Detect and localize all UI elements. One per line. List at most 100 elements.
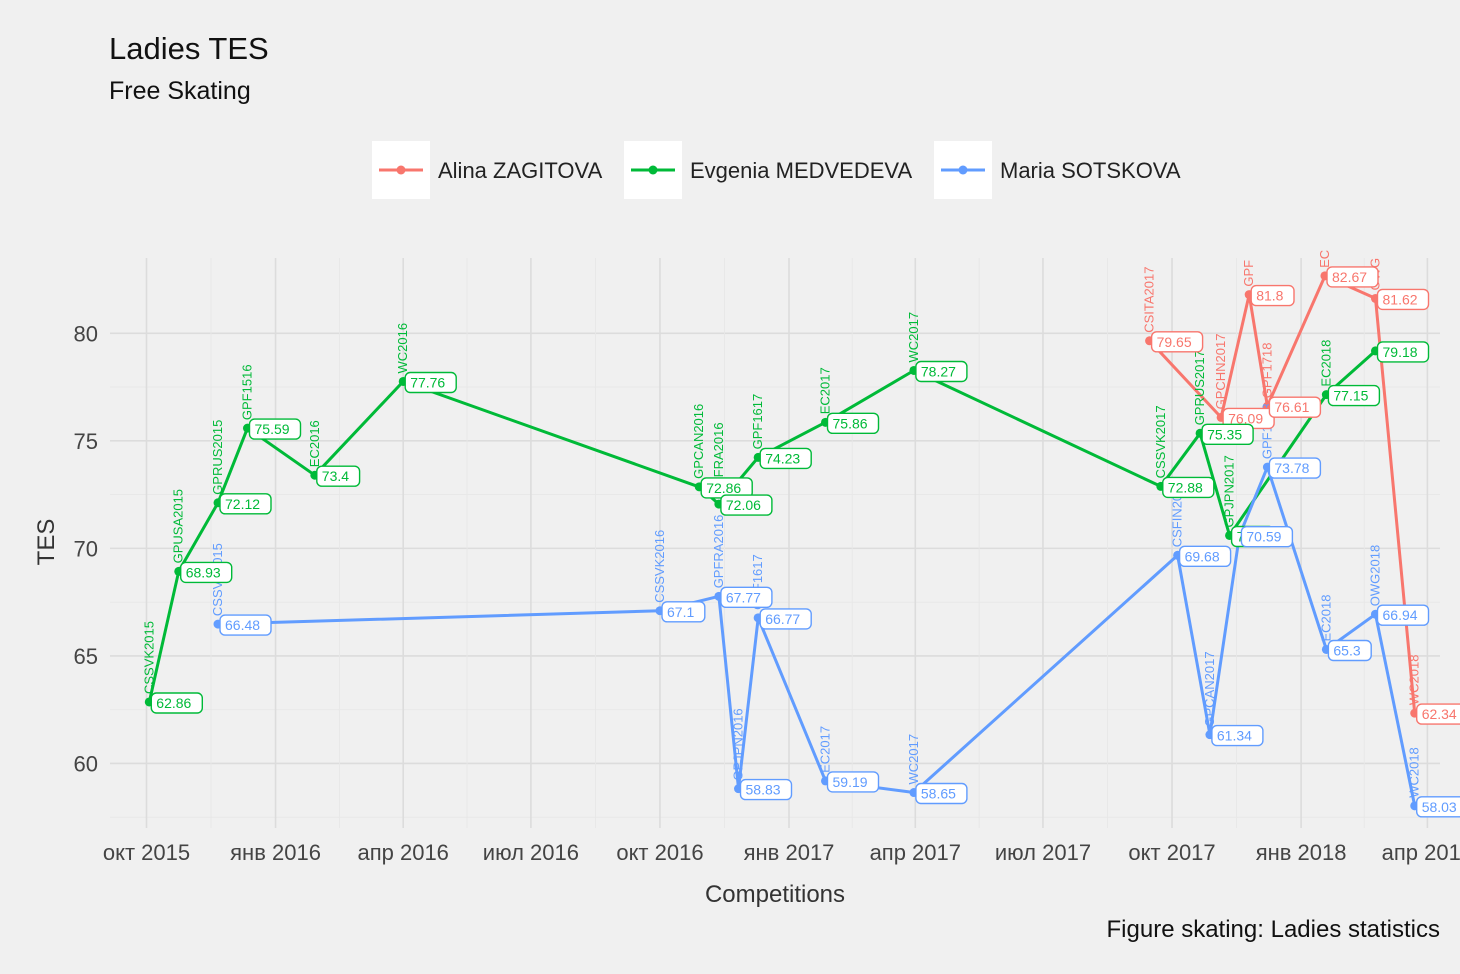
competition-label: GPRUS2017: [1192, 350, 1207, 425]
data-label-text: 69.68: [1185, 548, 1220, 564]
data-label: 76.61: [1268, 396, 1322, 418]
x-tick-label: апр 2017: [870, 840, 961, 865]
data-label-text: 58.03: [1422, 799, 1457, 815]
data-label-text: 59.19: [833, 774, 868, 790]
x-tick-label: окт 2016: [616, 840, 703, 865]
data-label-text: 75.35: [1207, 426, 1242, 442]
data-label-text: 67.77: [726, 589, 761, 605]
competition-label: WC2018: [1407, 747, 1422, 798]
data-label-text: 61.34: [1217, 728, 1252, 744]
data-label-text: 72.12: [225, 496, 260, 512]
data-label: 75.86: [826, 412, 880, 434]
data-label-text: 74.23: [765, 450, 800, 466]
data-label-box: [1327, 384, 1381, 407]
data-label-text: 75.86: [833, 415, 868, 431]
legend-label: Alina ZAGITOVA: [438, 158, 603, 183]
x-axis-title: Competitions: [705, 881, 845, 908]
x-tick-label: июл 2017: [995, 840, 1091, 865]
data-label-text: 73.4: [322, 468, 349, 484]
data-label-text: 79.18: [1383, 344, 1418, 360]
data-label-box: [720, 586, 773, 608]
data-label-box: [150, 692, 204, 714]
series-1: CSITA2017GPCHN2017GPFGPF1718ECOWGWC2018: [1142, 250, 1422, 718]
competition-label: WC2016: [395, 323, 410, 374]
data-label: 77.15: [1327, 384, 1381, 407]
y-tick-label: 65: [74, 644, 98, 669]
data-label-box: [219, 614, 272, 636]
data-label-box: [404, 371, 457, 394]
data-label-box: [1240, 526, 1294, 548]
data-label-box: [1201, 423, 1254, 445]
data-label: 77.76: [404, 371, 457, 394]
data-label-box: [739, 778, 793, 801]
series-line: [217, 465, 1417, 807]
data-label: 72.86: [700, 477, 753, 499]
x-axis: окт 2015 янв 2016 апр 2016 июл 2016 окт 2016…: [103, 840, 1460, 865]
data-label: 65.3: [1327, 639, 1372, 662]
data-label-box: [661, 601, 706, 623]
competition-label: GPUSA2015: [171, 489, 186, 563]
data-label-text: 79.65: [1157, 334, 1192, 350]
legend-key-point: [396, 165, 406, 175]
data-label-box: [1327, 639, 1372, 662]
data-label-text: 62.34: [1422, 706, 1457, 722]
data-label-text: 62.86: [156, 695, 191, 711]
data-label-box: [1268, 457, 1322, 479]
data-label-text: 76.61: [1274, 399, 1309, 415]
data-label-box: [1376, 341, 1430, 363]
competition-label: WC2018: [1407, 655, 1422, 706]
value-labels-1: 79.65 76.09 81.8 76.61 82.67 81.62 62.34: [1150, 266, 1460, 725]
data-label-box: [1376, 604, 1430, 626]
x-tick-label: янв 2018: [1256, 840, 1347, 865]
data-label-text: 77.15: [1333, 388, 1368, 404]
data-label-text: 72.06: [726, 497, 761, 513]
data-label-box: [1211, 724, 1264, 747]
data-label-text: 66.77: [765, 611, 800, 627]
data-label-box: [759, 447, 812, 470]
competition-label: EC2017: [818, 367, 833, 414]
competition-label: EC2017: [818, 726, 833, 773]
data-label: 66.94: [1376, 604, 1430, 626]
data-label: 69.68: [1178, 545, 1232, 567]
data-label: 79.18: [1376, 341, 1430, 363]
data-label: 82.67: [1326, 266, 1379, 288]
series-layer: CSITA2017GPCHN2017GPFGPF1718ECOWGWC2018C…: [141, 250, 1460, 818]
data-label-text: 82.67: [1332, 269, 1367, 285]
competition-label: GPCHN2017: [1213, 334, 1228, 410]
competition-label: EC2016: [307, 420, 322, 467]
data-label: 58.03: [1416, 796, 1460, 818]
competition-label: CSSVK2015: [141, 621, 156, 694]
competition-label: WC2017: [906, 734, 921, 785]
legend-label: Maria SOTSKOVA: [1000, 158, 1181, 183]
competition-label: CSITA2017: [1142, 267, 1157, 333]
y-tick-label: 60: [74, 751, 98, 776]
competition-label: EC2018: [1318, 340, 1333, 387]
data-label: 73.4: [316, 465, 361, 487]
data-label: 72.88: [1162, 476, 1215, 499]
data-label-box: [915, 782, 968, 805]
data-label-text: 81.62: [1383, 291, 1418, 307]
competition-label: GPF1516: [240, 364, 255, 420]
data-label: 74.23: [759, 447, 812, 470]
competition-label: GPFRA2016: [711, 515, 726, 589]
data-label-box: [316, 465, 361, 487]
data-label-box: [1250, 284, 1295, 307]
data-label-box: [915, 360, 968, 383]
data-label-text: 67.1: [667, 604, 694, 620]
data-label: 81.62: [1376, 288, 1430, 311]
legend-item: Alina ZAGITOVA: [372, 141, 603, 199]
data-label-box: [1162, 476, 1215, 499]
data-label-box: [1268, 396, 1322, 418]
data-label: 62.86: [150, 692, 204, 714]
data-label: 66.48: [219, 614, 272, 636]
x-tick-label: окт 2017: [1128, 840, 1215, 865]
competition-label: EC: [1317, 250, 1332, 268]
competition-label: GPJPN2017: [1222, 455, 1237, 527]
data-label: 75.59: [248, 418, 302, 440]
x-tick-label: окт 2015: [103, 840, 190, 865]
data-label: 75.35: [1201, 423, 1254, 445]
data-label-box: [248, 418, 302, 440]
x-tick-label: янв 2017: [744, 840, 835, 865]
